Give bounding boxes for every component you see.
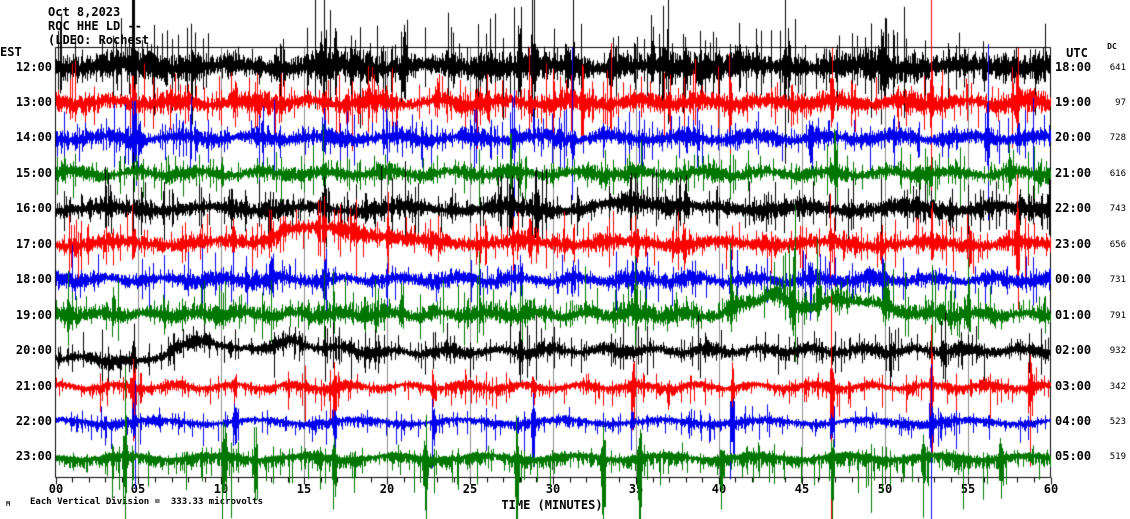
est-hour-label: 16:00 (15, 201, 52, 215)
header-network-name: (LDEO: Rochest (48, 33, 150, 47)
est-hour-label: 19:00 (15, 308, 52, 322)
header-station-id: ROC HHE LD -- (48, 19, 142, 33)
est-hour-label: 14:00 (15, 130, 52, 144)
dc-offset-value: 641 (1109, 63, 1126, 73)
dc-offset-value: 519 (1109, 452, 1126, 462)
x-tick-label: 45 (794, 482, 810, 496)
dc-offset-value: 342 (1109, 382, 1126, 392)
scale-note: Each Vertical Division = 333.33 microvol… (30, 497, 263, 507)
x-tick-label: 30 (545, 482, 561, 496)
x-tick-label: 35 (628, 482, 644, 496)
est-hour-label: 21:00 (15, 379, 52, 393)
est-hour-label: 15:00 (15, 166, 52, 180)
x-axis-title: TIME (MINUTES) (501, 498, 603, 512)
dc-offset-value: 97 (1115, 98, 1126, 108)
est-hour-label: 12:00 (15, 60, 52, 74)
dc-column-title: DC (1107, 42, 1117, 51)
est-hour-label: 22:00 (15, 414, 52, 428)
x-tick-label: 50 (877, 482, 893, 496)
est-hour-label: 23:00 (15, 449, 52, 463)
dc-offset-value: 616 (1109, 169, 1126, 179)
watermark-icon: M (6, 500, 11, 508)
est-hour-label: 17:00 (15, 237, 52, 251)
header-date: Oct 8,2023 (48, 5, 121, 19)
dc-offset-value: 791 (1109, 311, 1126, 321)
x-tick-label: 10 (213, 482, 229, 496)
left-axis-title: EST (0, 45, 22, 59)
x-tick-label: 25 (462, 482, 478, 496)
x-tick-label: 20 (379, 482, 395, 496)
est-hour-label: 18:00 (15, 272, 52, 286)
dc-offset-value: 731 (1109, 275, 1126, 285)
dc-offset-value: 523 (1109, 417, 1126, 427)
x-tick-label: 15 (296, 482, 312, 496)
x-tick-label: 40 (711, 482, 727, 496)
right-axis-title: UTC (1066, 46, 1088, 60)
x-tick-label: 60 (1043, 482, 1059, 496)
x-tick-label: 55 (960, 482, 976, 496)
dc-offset-value: 932 (1109, 346, 1126, 356)
dc-offset-value: 728 (1109, 133, 1126, 143)
est-hour-label: 13:00 (15, 95, 52, 109)
x-tick-label: 05 (130, 482, 146, 496)
x-tick-label: 00 (48, 482, 64, 496)
dc-offset-value: 656 (1109, 240, 1126, 250)
dc-offset-value: 743 (1109, 204, 1126, 214)
est-hour-label: 20:00 (15, 343, 52, 357)
